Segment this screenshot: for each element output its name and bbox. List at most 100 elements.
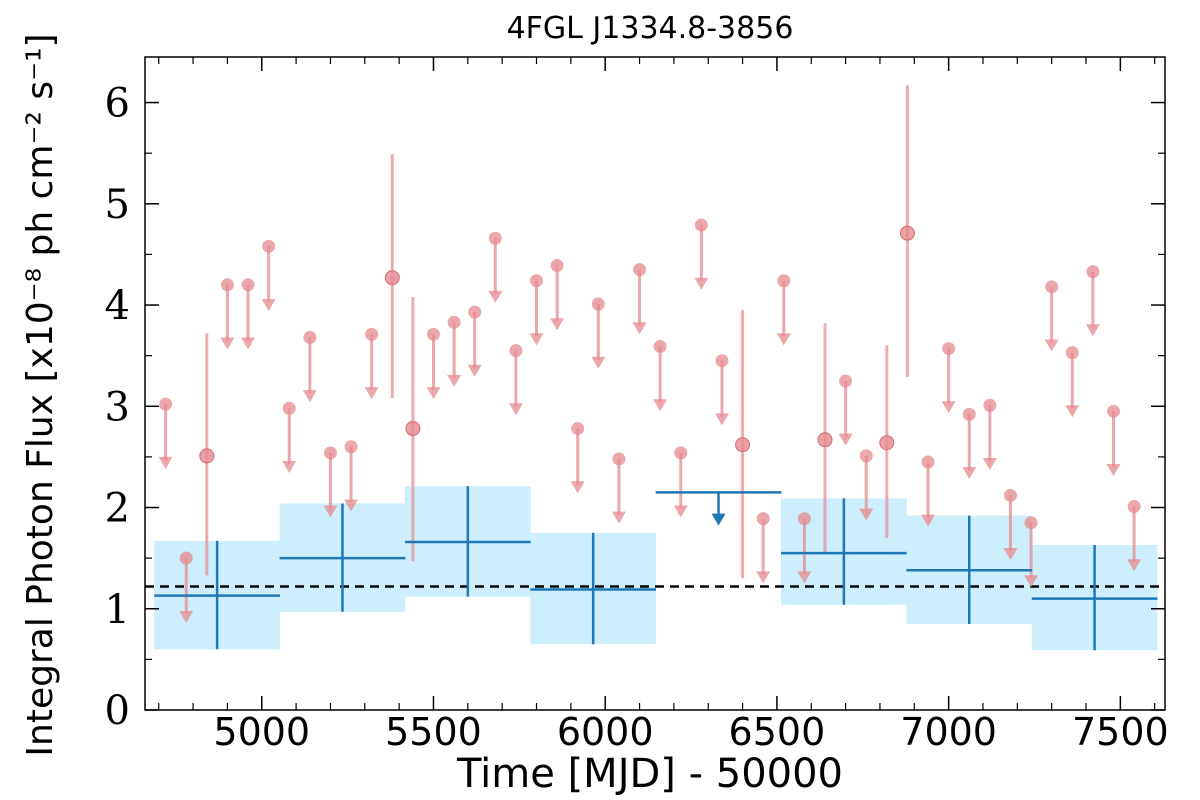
y-tick-label: 1 <box>105 587 130 633</box>
upper-limit-point <box>550 259 564 273</box>
upper-limit-arrowhead <box>323 505 338 518</box>
upper-limit-arrowhead <box>694 277 709 290</box>
upper-limit-point <box>344 440 358 454</box>
plot-frame <box>144 56 1166 711</box>
upper-limit-point <box>591 297 605 311</box>
upper-limit-arrowhead <box>550 318 565 331</box>
upper-limit-arrowhead <box>611 511 626 524</box>
upper-limit-point <box>509 344 523 358</box>
long-bin-bands <box>154 486 1158 651</box>
y-tick-label: 6 <box>105 81 130 127</box>
upper-limit-point <box>653 340 667 354</box>
upper-limit-arrowhead <box>962 467 977 480</box>
upper-limit-point <box>323 446 337 460</box>
flux-point <box>384 270 400 286</box>
flux-point <box>879 435 895 451</box>
upper-limit-point <box>1003 488 1017 502</box>
short-bin-series <box>158 85 1142 623</box>
x-tick-label: 5000 <box>213 710 310 754</box>
y-tick-label: 0 <box>105 688 130 734</box>
upper-limit-point <box>839 374 853 388</box>
y-tick-label: 2 <box>105 486 130 532</box>
upper-limit-arrowhead <box>1024 575 1039 588</box>
upper-limit-point <box>530 274 544 288</box>
upper-limit-point <box>612 452 626 466</box>
upper-limit-arrowhead <box>1003 548 1018 561</box>
upper-limit-point <box>983 398 997 412</box>
upper-limit-arrowhead <box>1085 324 1100 337</box>
upper-limit-point <box>447 315 461 329</box>
y-tick-label: 4 <box>105 283 130 329</box>
x-tick-label: 6000 <box>557 710 654 754</box>
upper-limit-point <box>179 551 193 565</box>
upper-limit-point <box>468 305 482 319</box>
upper-limit-arrowhead <box>1106 464 1121 477</box>
upper-limit-point <box>674 446 688 460</box>
upper-limit-arrowhead <box>488 290 503 303</box>
upper-limit-point <box>797 512 811 526</box>
x-tick-label: 7500 <box>1072 710 1169 754</box>
upper-limit-point <box>1065 346 1079 360</box>
upper-limit-arrowhead <box>261 299 276 312</box>
upper-limit-point <box>942 342 956 356</box>
chart-title: 4FGL J1334.8-3856 <box>507 11 794 46</box>
flux-point <box>199 448 215 464</box>
upper-limit-arrowhead <box>921 514 936 527</box>
flux-point <box>899 225 915 241</box>
upper-limit-arrowhead <box>241 337 256 350</box>
upper-limit-point <box>303 330 317 344</box>
upper-limit-arrowhead <box>838 433 853 446</box>
upper-limit-point <box>220 278 234 292</box>
upper-limit-point <box>262 239 276 253</box>
upper-limit-arrowhead <box>570 481 585 494</box>
y-tick-label: 5 <box>105 182 130 228</box>
long-bin-series <box>154 486 1158 651</box>
upper-limit-arrowhead <box>467 364 482 377</box>
upper-limit-arrowhead <box>673 505 688 518</box>
upper-limit-arrowhead <box>158 456 173 469</box>
upper-limit-point <box>777 274 791 288</box>
upper-limit-arrowhead <box>982 457 997 470</box>
upper-limit-arrowhead <box>653 399 668 412</box>
x-tick-label: 6500 <box>729 710 826 754</box>
upper-limit-arrowhead <box>711 513 726 526</box>
upper-limit-arrowhead <box>1044 339 1059 352</box>
upper-limit-point <box>1127 500 1141 514</box>
upper-limit-point <box>859 449 873 463</box>
upper-limit-point <box>488 231 502 245</box>
upper-limit-arrowhead <box>1127 559 1142 572</box>
upper-limit-arrowhead <box>1065 405 1080 418</box>
upper-limit-arrowhead <box>591 356 606 369</box>
upper-limit-arrowhead <box>447 374 462 387</box>
upper-limit-arrowhead <box>179 610 194 623</box>
upper-limit-point <box>1024 516 1038 530</box>
upper-limit-arrowhead <box>756 571 771 584</box>
flux-point <box>817 432 833 448</box>
upper-limit-arrowhead <box>282 460 297 473</box>
y-tick-label: 3 <box>105 384 130 430</box>
upper-limit-point <box>1045 280 1059 294</box>
flux-point <box>735 437 751 453</box>
upper-limit-arrowhead <box>220 337 235 350</box>
upper-limit-arrowhead <box>426 387 441 400</box>
upper-limit-point <box>365 327 379 341</box>
upper-limit-point <box>241 278 255 292</box>
upper-limit-arrowhead <box>632 322 647 335</box>
upper-limit-arrowhead <box>344 499 359 512</box>
upper-limit-arrowhead <box>714 413 729 426</box>
upper-limit-arrowhead <box>529 333 544 346</box>
upper-limit-point <box>715 354 729 368</box>
axes: 5000 5500 6000 6500 7000 7500 0 1 2 3 4 5 6 <box>105 56 1169 754</box>
upper-limit-point <box>571 422 585 436</box>
upper-limit-point <box>159 397 173 411</box>
upper-limit-arrowhead <box>941 401 956 414</box>
y-axis-label: Integral Photon Flux [x10⁻⁸ ph cm⁻² s⁻¹] <box>20 33 61 756</box>
upper-limit-point <box>282 401 296 415</box>
upper-limit-point <box>426 327 440 341</box>
upper-limit-point <box>921 455 935 469</box>
upper-limit-point <box>633 263 647 277</box>
upper-limit-arrowhead <box>797 571 812 584</box>
upper-limit-arrowhead <box>364 387 379 400</box>
upper-limit-point <box>756 512 770 526</box>
